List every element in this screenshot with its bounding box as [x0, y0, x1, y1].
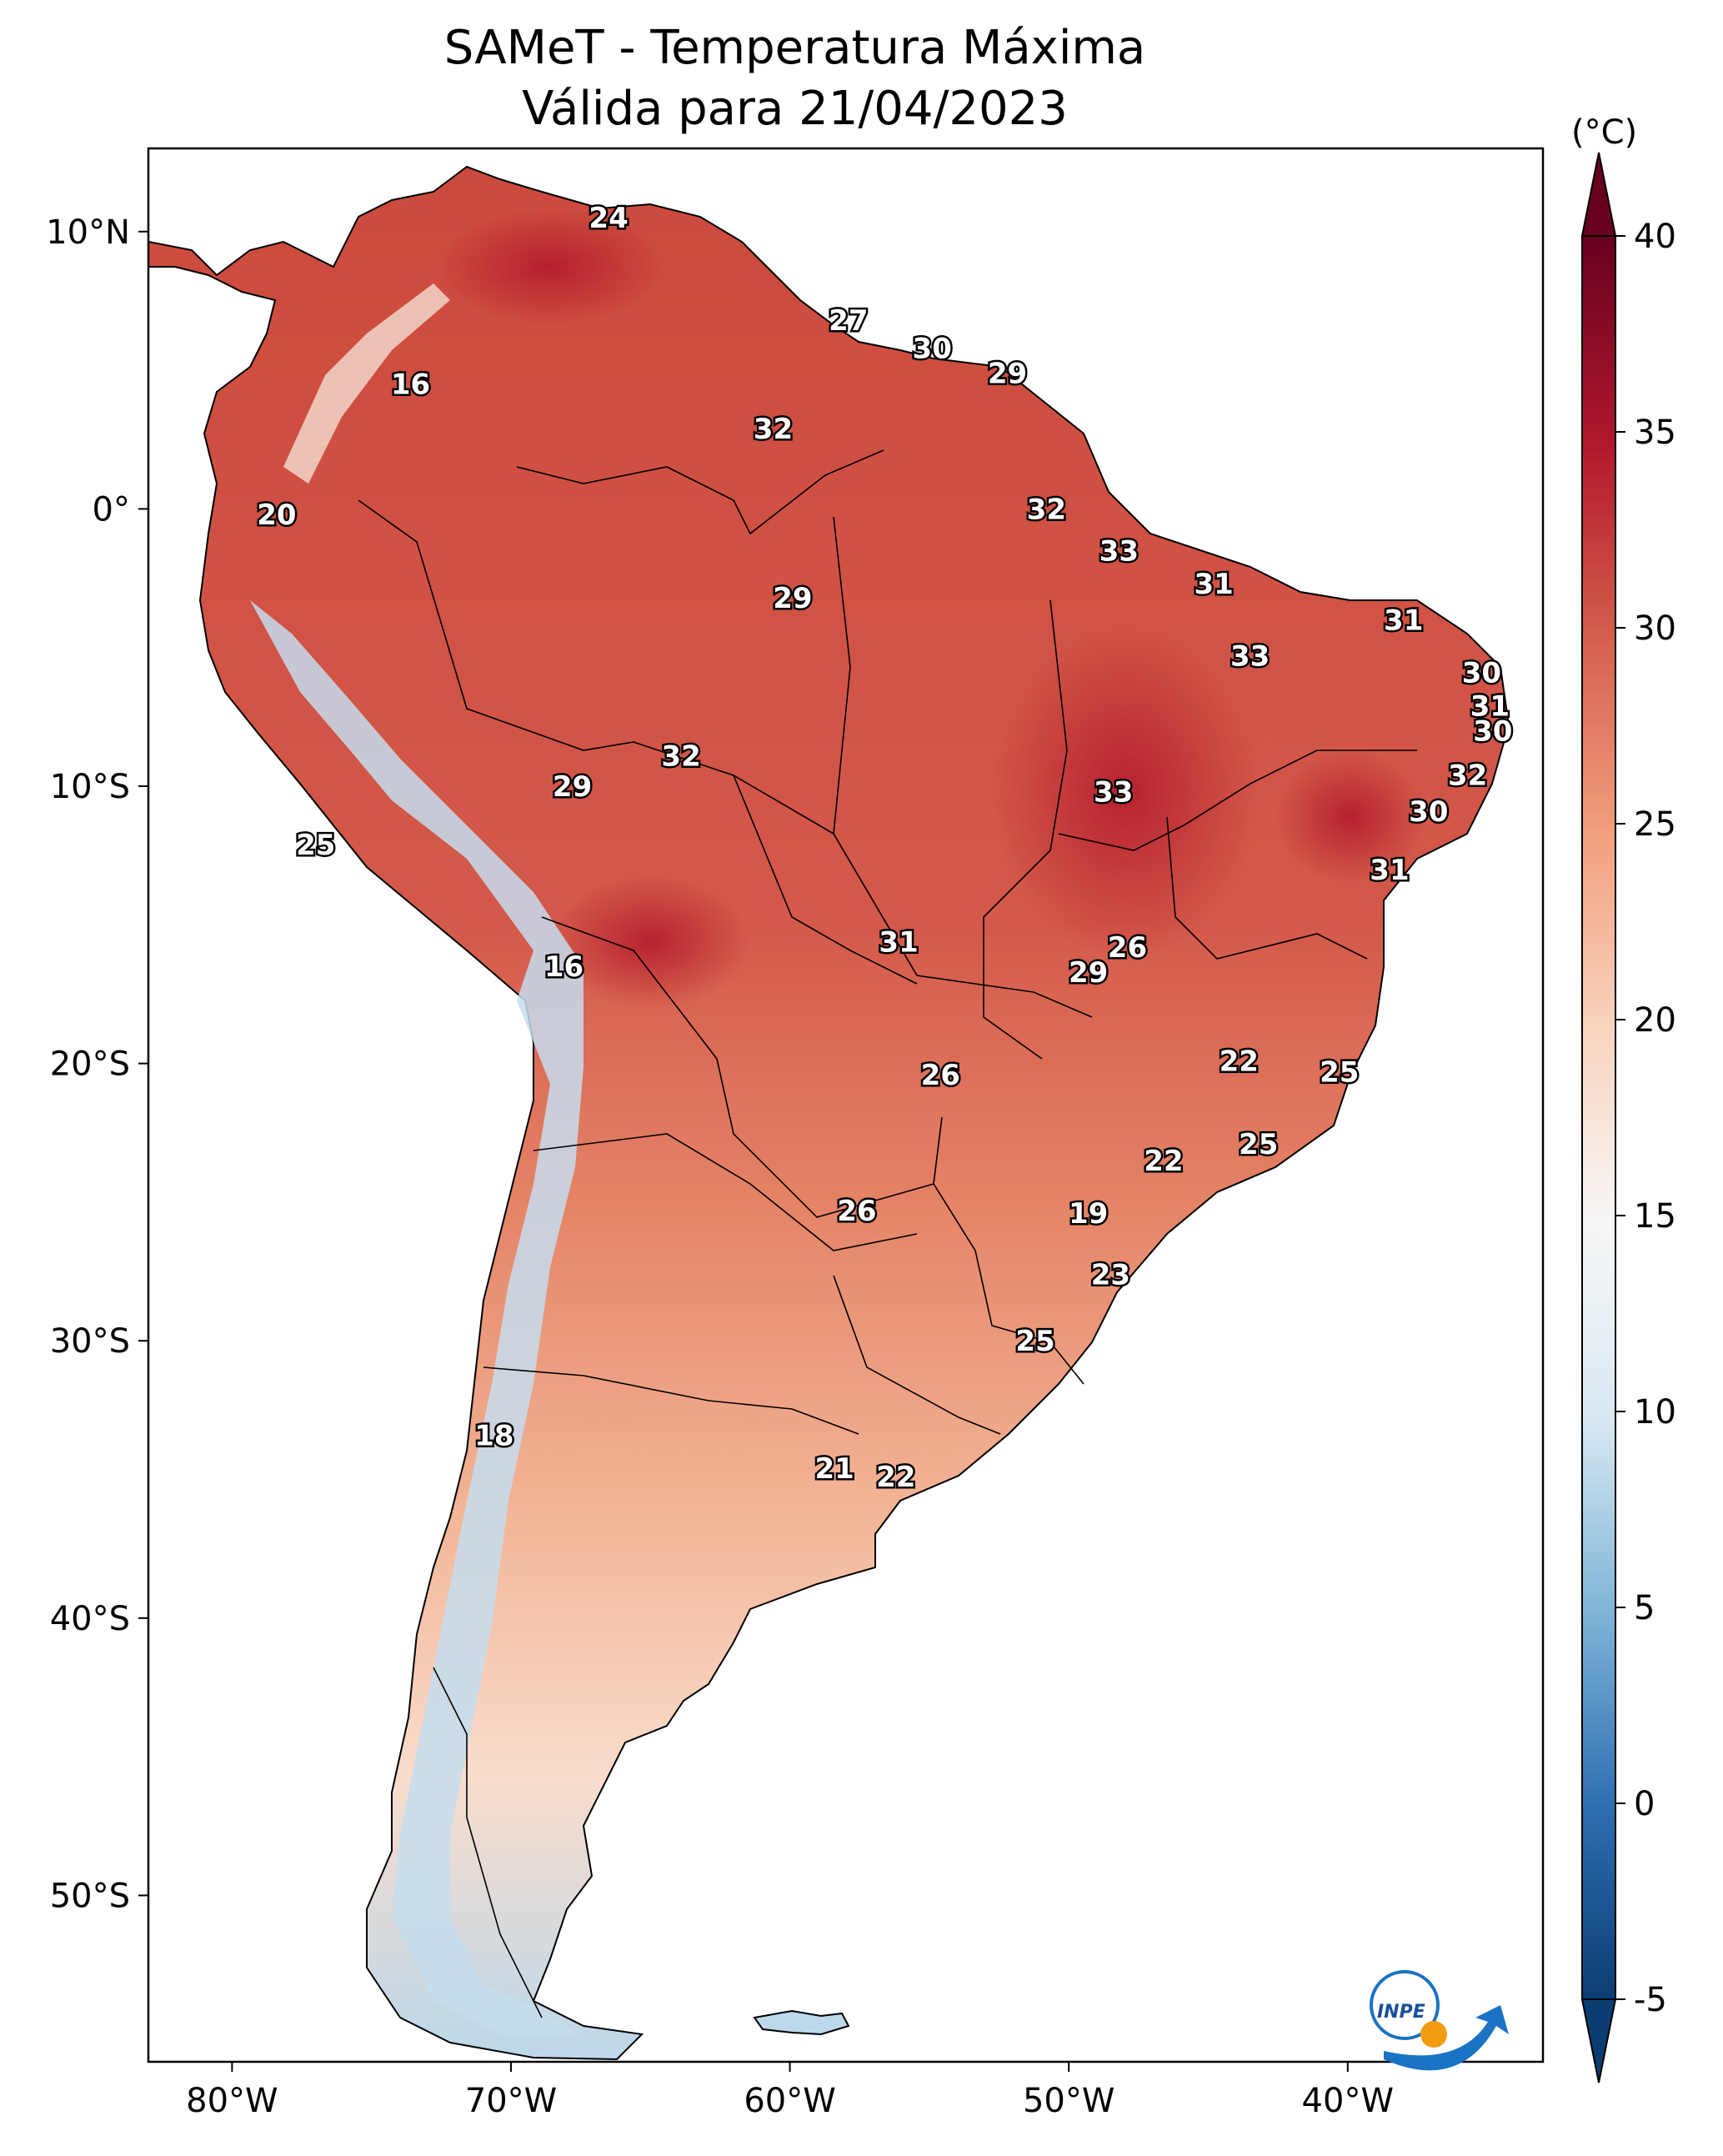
station-value-label: 18	[474, 1419, 513, 1452]
colorbar-bar	[1581, 235, 1616, 2000]
station-value-label: 33	[1094, 776, 1133, 810]
lon-tick-label: 40°W	[1302, 2082, 1394, 2120]
colorbar-tick-label: 10	[1634, 1393, 1676, 1431]
station-value-label: 25	[296, 829, 335, 862]
station-value-label: 21	[814, 1452, 854, 1486]
lat-tick-label: 40°S	[50, 1600, 130, 1638]
country-borders	[358, 449, 1417, 2018]
station-value-label: 29	[1069, 956, 1108, 990]
lat-tick-label: 50°S	[50, 1877, 130, 1915]
station-value-label: 26	[837, 1195, 876, 1228]
station-value-label: 22	[1220, 1045, 1259, 1078]
hot-zone-northeast	[1275, 750, 1425, 884]
station-value-label: 31	[1470, 690, 1510, 724]
map-title: SAMeT - Temperatura Máxima	[443, 21, 1146, 75]
longitude-axis: 80°W 70°W 60°W 50°W 40°W	[186, 2062, 1394, 2120]
colorbar-tick-label: 5	[1634, 1589, 1655, 1627]
lon-tick-label: 70°W	[465, 2082, 557, 2120]
station-value-label: 19	[1069, 1197, 1108, 1231]
colorbar-tick-label: 35	[1634, 414, 1676, 452]
colorbar-tick-label: -5	[1634, 1981, 1667, 2019]
station-value-label: 22	[1144, 1145, 1183, 1178]
latitude-axis: 10°N 0° 10°S 20°S 30°S 40°S 50°S	[46, 213, 148, 1915]
lon-tick-label: 60°W	[744, 2082, 835, 2120]
station-value-label: 26	[921, 1059, 960, 1092]
station-value-label: 24	[589, 202, 628, 235]
map-subtitle: Válida para 21/04/2023	[522, 82, 1068, 136]
station-value-label: 16	[391, 369, 430, 402]
colorbar-tick-label: 30	[1634, 609, 1676, 648]
station-value-label: 30	[913, 332, 952, 365]
andes-cold-strip	[250, 600, 584, 2038]
colorbar-tick-label: 40	[1634, 218, 1676, 256]
logo-text: INPE	[1377, 2002, 1425, 2023]
logo-orbit-icon	[1370, 1970, 1440, 2040]
station-value-label: 16	[544, 950, 584, 984]
temperature-field	[148, 165, 1510, 2061]
station-value-label: 25	[1239, 1128, 1278, 1161]
station-value-label: 27	[829, 304, 868, 338]
colorbar-ticks: 40 35 30 25 20 15 10 5 0 -5	[1615, 218, 1676, 2019]
hot-zone-central-brazil	[992, 625, 1259, 959]
lat-tick-label: 20°S	[50, 1045, 130, 1084]
station-value-label: 30	[1409, 795, 1448, 829]
station-value-label: 33	[1230, 640, 1270, 674]
station-value-label: 29	[988, 357, 1027, 390]
andes-north-cold	[283, 283, 450, 484]
station-value-label: 31	[879, 925, 918, 959]
station-value-label: 22	[876, 1461, 915, 1494]
station-value-label: 20	[257, 499, 296, 532]
station-value-label: 31	[1195, 568, 1234, 601]
colorbar-unit: (°C)	[1571, 113, 1637, 152]
station-value-label: 23	[1091, 1258, 1130, 1291]
logo-sun-icon	[1420, 2021, 1447, 2048]
lat-tick-label: 30°S	[50, 1322, 130, 1361]
colorbar-tick-label: 25	[1634, 805, 1676, 844]
station-value-label: 32	[1027, 493, 1066, 526]
station-value-label: 29	[773, 582, 812, 615]
station-value-label: 30	[1462, 657, 1501, 690]
hot-zone-bolivia	[550, 875, 750, 1009]
lon-tick-label: 50°W	[1023, 2082, 1114, 2120]
hot-zone-venezuela	[433, 208, 667, 325]
station-value-label: 26	[1108, 931, 1147, 965]
colorbar-tick-label: 15	[1634, 1197, 1676, 1236]
station-value-label: 32	[1448, 760, 1487, 793]
station-value-label: 25	[1015, 1325, 1054, 1358]
station-value-label: 25	[1320, 1056, 1359, 1090]
lat-tick-label: 10°S	[50, 768, 130, 806]
falkland-islands	[753, 2009, 850, 2036]
station-value-label: 31	[1384, 604, 1423, 637]
plot-frame	[147, 147, 1545, 2063]
station-value-label: 32	[661, 740, 700, 773]
colorbar-tick-label: 0	[1634, 1785, 1655, 1823]
logo-arrow-icon	[1384, 2005, 1509, 2071]
station-value-label: 30	[1473, 714, 1512, 748]
station-value-label: 33	[1099, 534, 1139, 568]
station-value-label: 32	[754, 413, 793, 446]
lon-tick-label: 80°W	[186, 2082, 278, 2120]
inpe-logo: INPE	[1370, 1970, 1509, 2071]
station-value-label: 29	[553, 770, 592, 804]
colorbar-max-extension	[1580, 152, 1617, 237]
lat-tick-label: 0°	[93, 490, 130, 529]
lat-tick-label: 10°N	[46, 213, 130, 252]
station-value-label: 31	[1370, 854, 1409, 887]
colorbar-min-extension	[1580, 1998, 1617, 2083]
colorbar-tick-label: 20	[1634, 1001, 1676, 1040]
colorbar: (°C) 40 35 30 25 20 15 10 5 0 -5	[1571, 113, 1676, 2083]
